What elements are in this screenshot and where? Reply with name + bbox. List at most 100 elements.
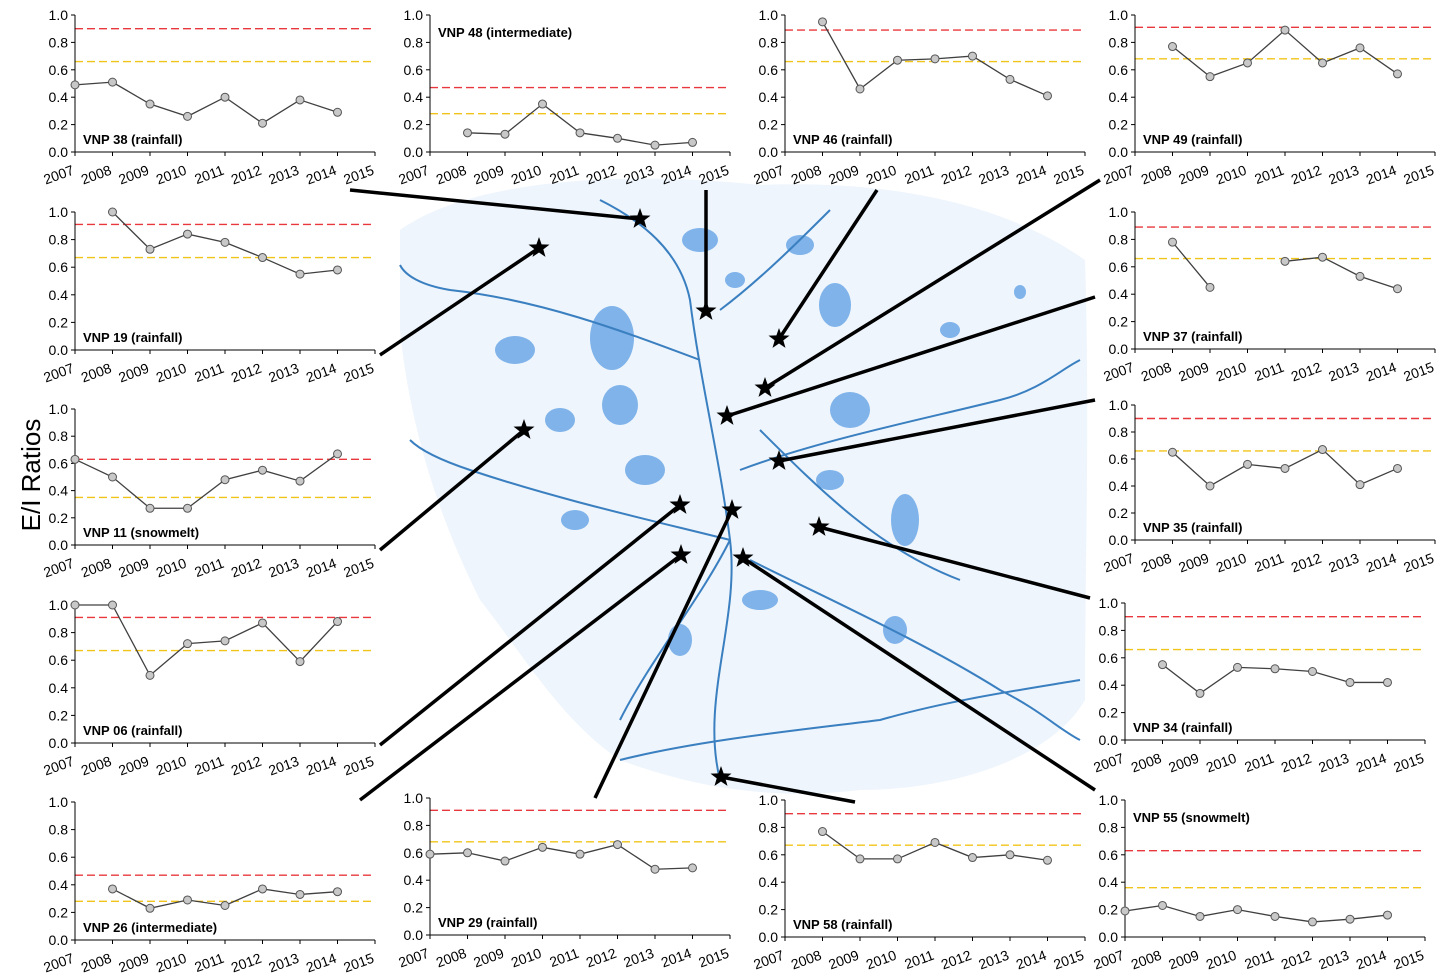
page: {"y_label": "E/I Ratios", "chart_data": … [0,0,1440,978]
y-tick-label: 0.6 [404,62,424,78]
x-tick-label: 2014 [304,360,339,386]
y-tick-label: 1.0 [1109,204,1129,220]
x-tick-label: 2013 [266,555,301,581]
y-tick-label: 0.0 [1099,732,1119,748]
data-point [1384,678,1392,686]
data-point [1234,663,1242,671]
x-tick-label: 2007 [1101,550,1136,576]
y-tick-label: 0.4 [1109,286,1129,302]
data-point [1244,59,1252,67]
x-tick-label: 2008 [789,947,824,973]
x-tick-label: 2010 [864,162,899,188]
data-point [71,81,79,89]
data-point [894,855,902,863]
x-tick-label: 2007 [751,162,786,188]
y-tick-label: 0.0 [49,932,69,948]
y-tick-label: 0.8 [1109,424,1129,440]
data-point [856,855,864,863]
data-point [539,100,547,108]
data-point [1244,460,1252,468]
x-tick-label: 2014 [1364,359,1399,385]
data-point [819,18,827,26]
x-tick-label: 2009 [1176,550,1211,576]
data-point [1206,73,1214,81]
data-point [1309,918,1317,926]
y-tick-label: 0.4 [759,874,779,890]
x-tick-label: 2008 [79,753,114,779]
data-point [221,637,229,645]
y-tick-label: 0.4 [1099,677,1119,693]
panel-title: VNP 26 (intermediate) [83,920,217,935]
data-point [1356,481,1364,489]
data-point [296,96,304,104]
y-tick-label: 1.0 [49,7,69,23]
y-tick-label: 0.0 [49,537,69,553]
data-point [614,134,622,142]
x-tick-label: 2014 [1014,947,1049,973]
data-point [969,854,977,862]
data-point [651,865,659,873]
y-tick-label: 0.0 [404,144,424,160]
panel: 0.00.20.40.60.81.02007200820092010201120… [1101,397,1436,575]
data-point [221,902,229,910]
data-point [146,245,154,253]
x-tick-label: 2008 [434,945,469,971]
x-tick-label: 2007 [751,947,786,973]
x-tick-label: 2009 [1176,162,1211,188]
y-tick-label: 0.0 [49,342,69,358]
x-tick-label: 2007 [1101,359,1136,385]
data-point [651,141,659,149]
x-tick-label: 2013 [1316,750,1351,776]
x-tick-label: 2010 [509,162,544,188]
x-tick-label: 2013 [1326,550,1361,576]
data-point [259,885,267,893]
data-point [931,838,939,846]
x-tick-label: 2012 [229,753,264,779]
x-tick-label: 2011 [192,753,226,778]
y-tick-label: 0.6 [759,847,779,863]
data-point [1206,482,1214,490]
data-point [146,904,154,912]
y-tick-label: 0.0 [759,929,779,945]
x-tick-label: 2007 [396,162,431,188]
data-point [614,841,622,849]
x-tick-label: 2015 [696,945,731,971]
x-tick-label: 2009 [1166,947,1201,973]
x-tick-label: 2011 [192,555,226,580]
panel: 0.00.20.40.60.81.02007200820092010201120… [1091,792,1426,972]
x-tick-label: 2012 [229,555,264,581]
panel-title: VNP 55 (snowmelt) [1133,810,1250,825]
x-tick-label: 2014 [659,945,694,971]
y-tick-label: 0.4 [49,287,69,303]
y-tick-label: 0.2 [1109,505,1129,521]
data-point [109,885,117,893]
panel: 0.00.20.40.60.81.02007200820092010201120… [751,7,1086,187]
y-tick-label: 0.4 [1099,874,1119,890]
x-tick-label: 2015 [1401,162,1436,188]
y-tick-label: 0.6 [759,62,779,78]
data-point [969,52,977,60]
y-tick-label: 0.2 [49,314,69,330]
data-point [1196,689,1204,697]
y-tick-label: 1.0 [49,401,69,417]
y-tick-label: 0.2 [404,117,424,133]
y-tick-label: 1.0 [759,792,779,808]
y-tick-label: 0.0 [1109,532,1129,548]
data-point [71,601,79,609]
y-tick-label: 0.4 [49,89,69,105]
y-tick-label: 0.8 [404,817,424,833]
x-tick-label: 2008 [1129,750,1164,776]
y-tick-label: 0.4 [759,89,779,105]
y-axis-label: E/I Ratios [16,419,46,532]
x-tick-label: 2014 [304,162,339,188]
data-point [1356,44,1364,52]
x-tick-label: 2011 [192,162,226,187]
y-tick-label: 0.6 [1109,62,1129,78]
panel: 0.00.20.40.60.81.02007200820092010201120… [1101,7,1436,187]
data-point [1271,665,1279,673]
x-tick-label: 2011 [192,950,226,975]
data-point [334,266,342,274]
data-point [296,477,304,485]
